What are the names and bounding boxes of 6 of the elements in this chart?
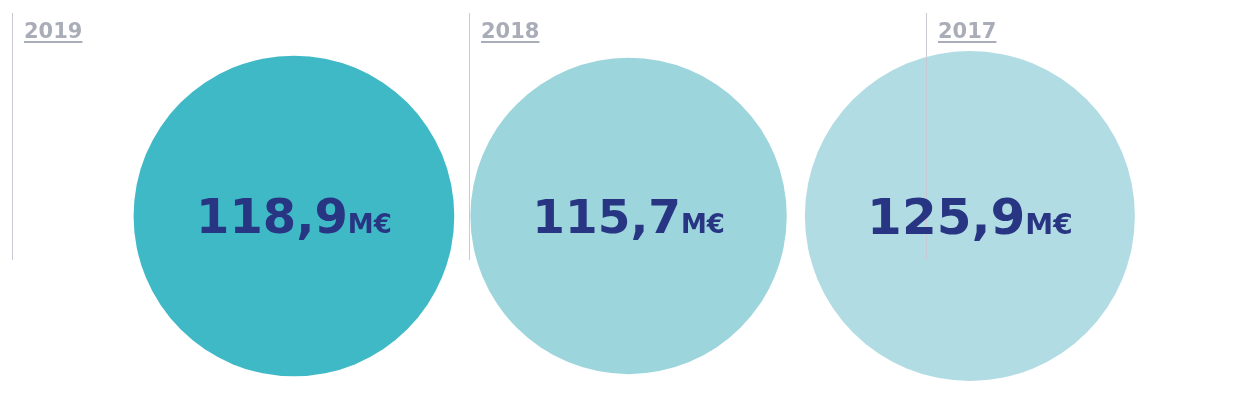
category-label: 2018 xyxy=(481,19,540,43)
category-label: 2019 xyxy=(24,19,83,43)
data-label: 125,9M€ xyxy=(867,187,1073,246)
data-label: 118,9M€ xyxy=(196,188,392,245)
category-label: 2017 xyxy=(938,19,997,43)
data-label: 115,7M€ xyxy=(532,188,725,244)
